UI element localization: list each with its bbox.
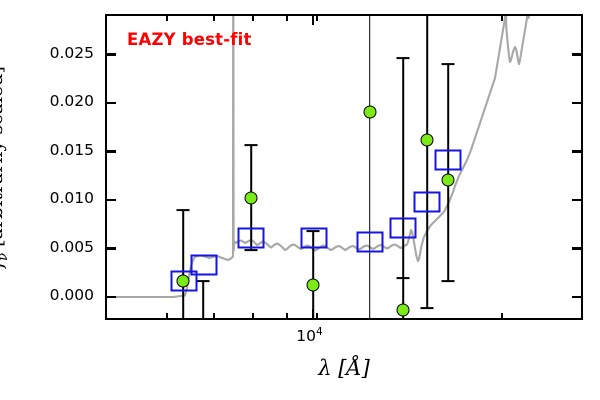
model-point	[389, 217, 417, 239]
y-tick-major-right	[572, 247, 581, 250]
x-tick-label-1e4: 104	[296, 326, 322, 345]
x-tick-minor	[166, 313, 168, 318]
y-tick-label-1: 0.005	[49, 237, 94, 256]
x-tick-minor-top	[501, 16, 503, 21]
error-bar-6	[402, 58, 404, 318]
observed-point	[363, 105, 376, 119]
observed-point	[396, 303, 410, 317]
error-bar-cap-bottom-8	[441, 280, 455, 282]
y-axis-title-subscript: ν	[0, 253, 11, 261]
x-tick-minor-top	[316, 16, 318, 21]
y-tick-major-right	[572, 150, 581, 153]
x-tick-minor	[501, 313, 503, 318]
error-bar-cap-top-8	[441, 63, 455, 65]
y-tick-label-5: 0.025	[49, 43, 94, 62]
y-axis-title-symbol: f	[0, 261, 7, 268]
x-tick-minor	[286, 313, 288, 318]
y-tick-major-right	[572, 198, 581, 202]
error-bar-cap-top-3	[244, 144, 258, 146]
y-axis-title: fν [arbitrarily scaled]	[0, 66, 11, 268]
error-bar-cap-top-6	[396, 57, 410, 59]
error-bar-5	[368, 16, 371, 318]
error-bar-7	[426, 16, 428, 309]
y-tick-major	[107, 150, 116, 153]
x-tick-minor-top	[166, 16, 168, 21]
model-point	[434, 149, 461, 171]
x-tick-minor	[252, 313, 254, 318]
error-bar-cap-top-1	[176, 209, 190, 211]
x-tick-major-top	[311, 16, 314, 25]
model-point	[356, 231, 383, 253]
y-tick-label-3: 0.015	[49, 140, 94, 159]
y-tick-label-2: 0.010	[49, 189, 94, 207]
x-tick-minor-top	[212, 16, 215, 21]
observed-point	[306, 278, 320, 291]
x-axis-title: λ [Å]	[318, 356, 370, 380]
observed-point	[244, 191, 258, 205]
model-point	[237, 227, 265, 249]
error-bar-cap-bottom-7	[420, 307, 434, 309]
error-bar-2	[202, 281, 204, 318]
observed-point	[176, 274, 190, 288]
x-tick-minor	[212, 313, 215, 318]
y-tick-major	[107, 247, 116, 250]
model-point	[413, 191, 441, 213]
error-bar-cap-bottom-6	[396, 277, 410, 279]
y-tick-major	[107, 53, 116, 56]
error-bar-1	[182, 210, 184, 318]
x-tick-mantissa: 10	[296, 327, 317, 346]
x-tick-minor-top	[252, 16, 254, 21]
x-tick-minor-top	[286, 16, 288, 21]
observed-point	[420, 133, 434, 147]
y-tick-major-right	[572, 53, 581, 56]
plot-area: EAZY best-fit	[105, 14, 583, 320]
plot-clip	[107, 16, 581, 318]
model-point	[300, 227, 327, 249]
y-axis-title-rest: [arbitrarily scaled]	[0, 66, 8, 247]
error-bar-4	[312, 231, 314, 318]
y-tick-major-right	[572, 101, 581, 105]
plot-annotation-label: EAZY best-fit	[127, 30, 252, 49]
y-tick-major-right	[572, 295, 581, 299]
x-tick-minor	[316, 313, 318, 318]
error-bar-cap-bottom-3	[244, 249, 258, 251]
x-tick-exponent: 4	[316, 326, 323, 338]
model-point	[190, 254, 217, 276]
y-tick-major	[107, 101, 116, 105]
y-tick-label-4: 0.020	[49, 92, 94, 110]
y-tick-label-0: 0.000	[49, 286, 94, 304]
model-point	[170, 270, 197, 292]
x-tick-major	[311, 309, 314, 318]
y-tick-major	[107, 295, 116, 299]
error-bar-cap-top-4	[306, 230, 320, 232]
observed-point	[441, 173, 455, 186]
error-bar-cap-top-2	[196, 280, 210, 282]
best-fit-spectrum-line	[107, 16, 531, 299]
y-tick-major	[107, 198, 116, 202]
